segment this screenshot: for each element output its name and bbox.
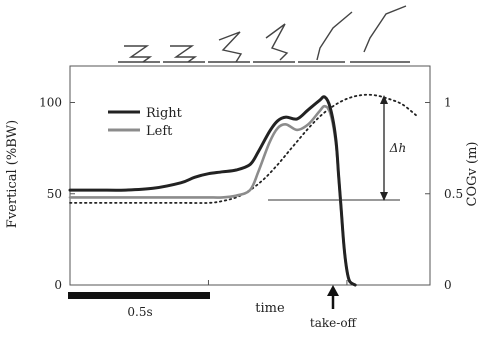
left-tick-label-0: 0 xyxy=(54,278,62,292)
right-tick-label-0: 0 xyxy=(444,278,452,292)
left-tick-label-2: 100 xyxy=(39,96,62,110)
jump-stick-figures-icon xyxy=(118,5,410,63)
series-layer xyxy=(68,93,418,287)
plot-area xyxy=(69,65,431,286)
legend: Right Left xyxy=(108,106,183,139)
left-axis: 0 50 100 xyxy=(39,96,75,292)
takeoff-label: take-off xyxy=(310,316,358,330)
y-axis-left-label: Fvertical (%BW) xyxy=(5,120,20,228)
takeoff-arrowhead xyxy=(327,285,339,296)
right-tick-label-1: 0.5 xyxy=(444,187,463,201)
scale-bar-rect xyxy=(68,292,210,299)
scale-bar: 0.5s xyxy=(68,292,210,319)
takeoff-marker: take-off xyxy=(310,285,358,330)
delta-h-annotation: Δh xyxy=(268,95,406,201)
series-line-right xyxy=(68,95,357,287)
right-axis: 00.51 xyxy=(425,96,463,292)
legend-label-left: Left xyxy=(146,124,173,139)
series-line-cogv xyxy=(69,93,418,204)
x-axis xyxy=(207,280,348,285)
left-tick-label-1: 50 xyxy=(47,187,62,201)
x-axis-label: time xyxy=(255,301,285,316)
delta-h-label: Δh xyxy=(389,141,406,155)
delta-h-arrowhead-bottom xyxy=(380,192,388,201)
y-axis-right-label: COGv (m) xyxy=(465,142,480,207)
legend-label-right: Right xyxy=(146,106,183,121)
scale-bar-label: 0.5s xyxy=(127,305,152,319)
series-line-left xyxy=(68,104,357,287)
delta-h-arrowhead-top xyxy=(380,95,388,104)
right-tick-label-2: 1 xyxy=(444,96,452,110)
